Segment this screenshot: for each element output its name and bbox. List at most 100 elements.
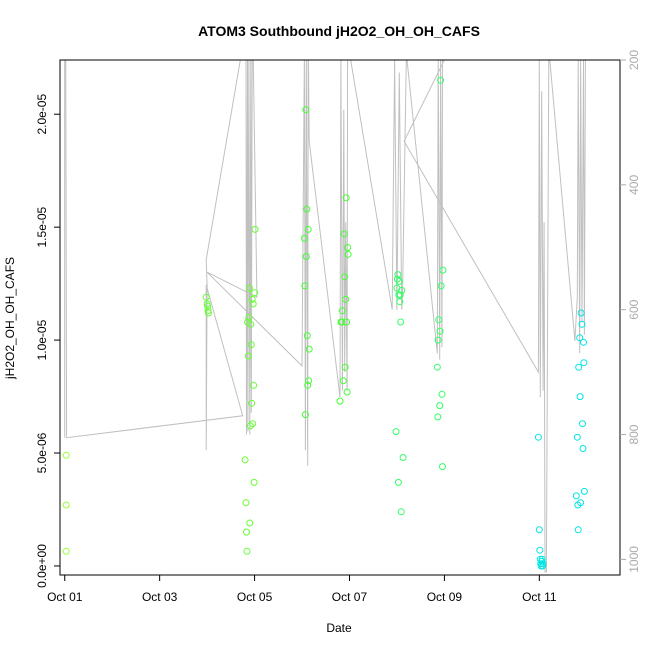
data-point: [579, 420, 586, 428]
data-point: [247, 341, 255, 349]
y-tick-label: 5.0e-06: [35, 432, 49, 473]
data-point: [302, 106, 310, 114]
data-point: [301, 282, 309, 290]
data-point: [301, 411, 309, 419]
data-point: [204, 302, 212, 310]
data-point: [247, 320, 255, 328]
data-point: [575, 363, 583, 371]
data-point: [580, 487, 588, 495]
data-point: [434, 336, 442, 344]
data-point: [202, 293, 210, 301]
data-point: [435, 316, 443, 324]
data-point: [397, 508, 405, 516]
data-point: [341, 363, 349, 371]
data-point: [246, 519, 254, 527]
data-point: [245, 314, 253, 321]
data-point: [248, 295, 256, 303]
data-point: [340, 230, 348, 238]
data-point: [399, 454, 407, 461]
data-point: [577, 309, 585, 317]
data-point: [251, 225, 259, 233]
series-1: [202, 225, 259, 555]
data-point: [243, 547, 251, 555]
y2-tick-label: 200: [627, 50, 641, 70]
data-point: [251, 289, 259, 297]
data-point: [305, 345, 313, 353]
data-point: [241, 456, 249, 464]
y-tick-label: 1.0e-05: [35, 319, 49, 360]
data-point: [205, 309, 212, 317]
y2-tick-label: 1000: [627, 546, 641, 573]
data-point: [300, 234, 308, 242]
x-tick-label: Oct 11: [522, 590, 557, 604]
chart-title: ATOM3 Southbound jH2O2_OH_OH_CAFS: [198, 23, 480, 39]
data-point: [573, 433, 581, 441]
data-point: [342, 194, 350, 202]
x-tick-label: Oct 05: [237, 590, 273, 604]
data-point: [394, 478, 402, 486]
data-point: [579, 445, 587, 452]
data-point: [436, 327, 444, 335]
data-point: [539, 560, 547, 568]
data-point: [248, 399, 256, 407]
data-point: [62, 451, 70, 459]
x-tick-label: Oct 01: [47, 590, 83, 604]
data-point: [535, 526, 543, 534]
y2-tick-label: 600: [627, 299, 641, 319]
data-point: [433, 363, 441, 371]
data-point: [580, 359, 588, 367]
data-point: [576, 334, 584, 342]
data-point: [245, 284, 253, 292]
data-point: [398, 286, 406, 294]
data-point: [392, 428, 400, 436]
data-point: [338, 318, 346, 326]
x-axis-label: Date: [326, 621, 352, 635]
plot-frame: [59, 59, 621, 576]
y-tick-label: 1.5e-05: [35, 206, 49, 247]
data-point: [436, 402, 444, 410]
data-point: [302, 253, 310, 260]
data-point: [341, 273, 349, 281]
data-point: [437, 282, 445, 290]
data-point: [343, 388, 351, 396]
x-tick-label: Oct 09: [427, 590, 463, 604]
data-point: [304, 225, 312, 233]
y2-tick-label: 400: [627, 175, 641, 195]
pressure-line: [64, 60, 587, 573]
data-point: [396, 298, 404, 306]
data-point: [439, 266, 447, 274]
data-point: [336, 397, 344, 405]
data-point: [439, 463, 446, 471]
data-point: [344, 244, 352, 251]
data-point: [434, 413, 442, 421]
axes-layer: Oct 01 Oct 03 Oct 05 Oct 07 Oct 09 Oct 11 0.0e…: [35, 50, 641, 604]
data-point: [437, 76, 445, 84]
data-point: [396, 291, 404, 299]
data-point: [303, 332, 311, 340]
data-point: [249, 300, 257, 308]
data-point: [244, 352, 252, 360]
data-point: [62, 501, 70, 509]
data-point: [249, 420, 257, 428]
data-point: [394, 271, 402, 279]
x-tick-label: Oct 03: [142, 590, 178, 604]
data-point: [250, 478, 258, 486]
series-2: [300, 106, 352, 419]
series-4: [534, 309, 588, 570]
data-point: [304, 381, 312, 389]
pressure-line-layer: [64, 60, 587, 573]
y-tick-label: 0.0e+00: [35, 544, 49, 588]
data-point: [397, 318, 405, 326]
data-point: [62, 547, 70, 555]
data-point: [536, 546, 544, 554]
data-point: [438, 390, 446, 398]
data-point: [343, 318, 351, 326]
data-point: [534, 433, 542, 441]
series-3: [392, 76, 447, 516]
data-point: [578, 320, 586, 328]
data-points-layer: [62, 76, 588, 570]
y-axis-label: jH2O2_OH_OH_CAFS: [3, 257, 17, 380]
data-point: [577, 499, 585, 507]
data-point: [305, 377, 313, 385]
